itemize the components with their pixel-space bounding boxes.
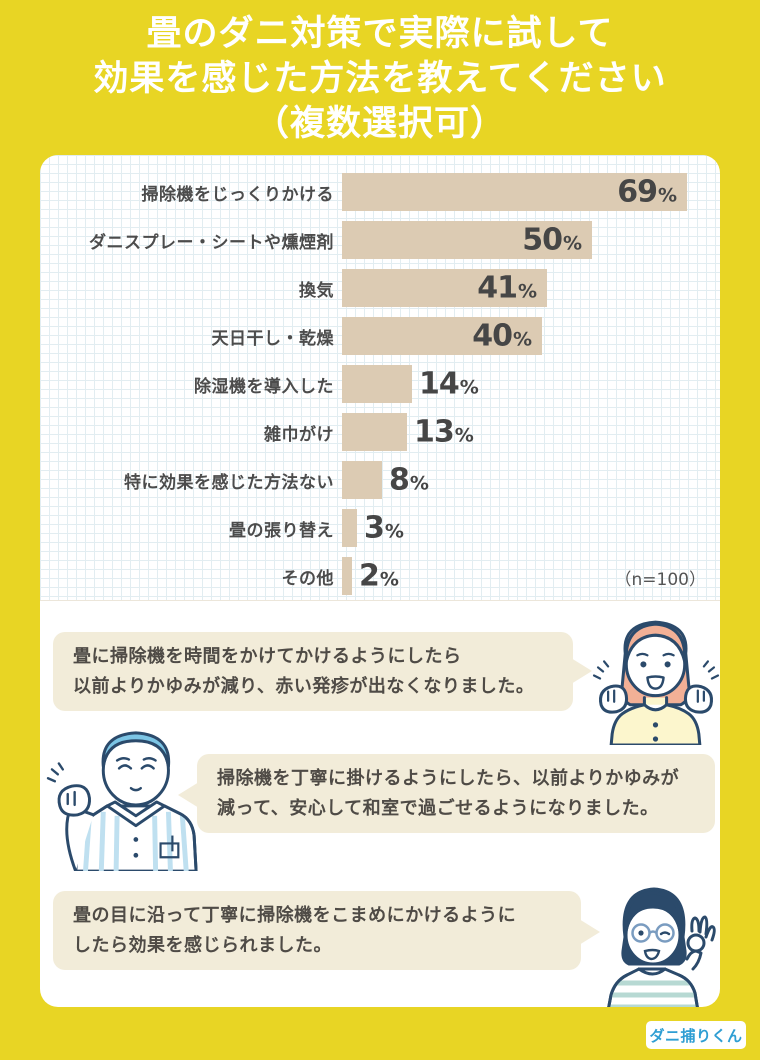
title-line: （複数選択可） (253, 104, 506, 144)
bar-value: 8% (389, 462, 429, 498)
chart-row: その他 2% (40, 552, 720, 600)
chart-row: 雑巾がけ 13% (40, 408, 720, 456)
bar-label: 雑巾がけ (264, 424, 334, 445)
bar-label: 換気 (299, 280, 334, 301)
bar-area: 50% (342, 221, 720, 259)
chart-row: 畳の張り替え 3% (40, 504, 720, 552)
testimonial-bubble-1: 畳に掃除機を時間をかけてかけるようにしたら 以前よりかゆみが減り、赤い発疹が出な… (53, 632, 592, 712)
bar-value: 69% (617, 174, 677, 210)
title-line: 効果を感じた方法を教えてください (93, 59, 667, 99)
bubble-text-line: 減って、安心して和室で過ごせるようになりました。 (217, 797, 659, 819)
bar (342, 413, 407, 451)
bar-label: 掃除機をじっくりかける (141, 184, 334, 205)
bar-value: 14% (419, 366, 479, 402)
bubble-text-line: 掃除機を丁寧に掛けるようにしたら、以前よりかゆみが (217, 768, 680, 789)
woman-excited-illustration (592, 611, 720, 746)
chart-row: 換気 41% (40, 264, 720, 312)
testimonial-bubble-3: 畳の目に沿って丁寧に掃除機をこまめにかけるように したら効果を感じられました。 (53, 891, 600, 971)
bar (342, 269, 547, 307)
bubble-text-line: 以前よりかゆみが減り、赤い発疹が出なくなりました。 (73, 675, 535, 697)
brand-logo-text: ダニ捕りくん (649, 1026, 743, 1045)
bar-area: 2% (342, 557, 720, 595)
testimonial-bubble-2: 掃除機を丁寧に掛けるようにしたら、以前よりかゆみが 減って、安心して和室で過ごせ… (178, 754, 715, 834)
chart-row: ダニスプレー・シートや燻煙剤 50% (40, 216, 720, 264)
bar (342, 365, 412, 403)
chart-row: 特に効果を感じた方法ない 8% (40, 456, 720, 504)
bar (342, 557, 352, 595)
bar (342, 461, 382, 499)
bar-label: 天日干し・乾燥 (211, 328, 334, 349)
woman-ok-sign-illustration (595, 879, 720, 1007)
chart-row: 天日干し・乾燥 40% (40, 312, 720, 360)
man-cheering-illustration (46, 721, 204, 872)
bar (342, 509, 357, 547)
bar-label: 特に効果を感じた方法ない (124, 472, 334, 493)
bar-area: 41% (342, 269, 720, 307)
bar (342, 221, 592, 259)
bar-label: その他 (281, 568, 334, 589)
bar-area: 40% (342, 317, 720, 355)
survey-title: 畳のダニ対策で実際に試して 効果を感じた方法を教えてください （複数選択可） (0, 12, 760, 147)
bar-area: 14% (342, 365, 720, 403)
bar-area: 69% (342, 173, 720, 211)
sample-size-label: （n=100） (614, 570, 706, 590)
bubble-tail (579, 919, 600, 945)
bar-label: ダニスプレー・シートや燻煙剤 (89, 232, 334, 253)
bubble-text-line: 畳に掃除機を時間をかけてかけるようにしたら (73, 646, 462, 667)
bar-area: 3% (342, 509, 720, 547)
chart-grid-paper: 掃除機をじっくりかける 69% ダニスプレー・シートや燻煙剤 50% 換気 41% 天日干し… (40, 155, 720, 601)
bar-value: 2% (359, 558, 399, 594)
title-line: 畳のダニ対策で実際に試して (146, 14, 614, 54)
bubble-text-line: 畳の目に沿って丁寧に掃除機をこまめにかけるように (73, 905, 517, 926)
bubble-text-line: したら効果を感じられました。 (73, 934, 332, 956)
content-card: 掃除機をじっくりかける 69% ダニスプレー・シートや燻煙剤 50% 換気 41% 天日干し… (40, 155, 720, 1007)
bar (342, 317, 542, 355)
bar-value: 13% (414, 414, 474, 450)
bar-label: 除湿機を導入した (194, 376, 334, 397)
bar-chart: 掃除機をじっくりかける 69% ダニスプレー・シートや燻煙剤 50% 換気 41% 天日干し… (40, 168, 720, 600)
chart-row: 掃除機をじっくりかける 69% (40, 168, 720, 216)
bar-value: 40% (472, 318, 532, 354)
bubble-tail (571, 658, 592, 684)
brand-logo-badge: ダニ捕りくん (646, 1021, 746, 1049)
bar-area: 13% (342, 413, 720, 451)
bar-label: 畳の張り替え (229, 520, 334, 541)
chart-row: 除湿機を導入した 14% (40, 360, 720, 408)
bar-area: 8% (342, 461, 720, 499)
bar-value: 50% (522, 222, 582, 258)
bar-value: 3% (364, 510, 404, 546)
bar (342, 173, 687, 211)
bubble-tail (178, 782, 199, 808)
bar-value: 41% (477, 270, 537, 306)
